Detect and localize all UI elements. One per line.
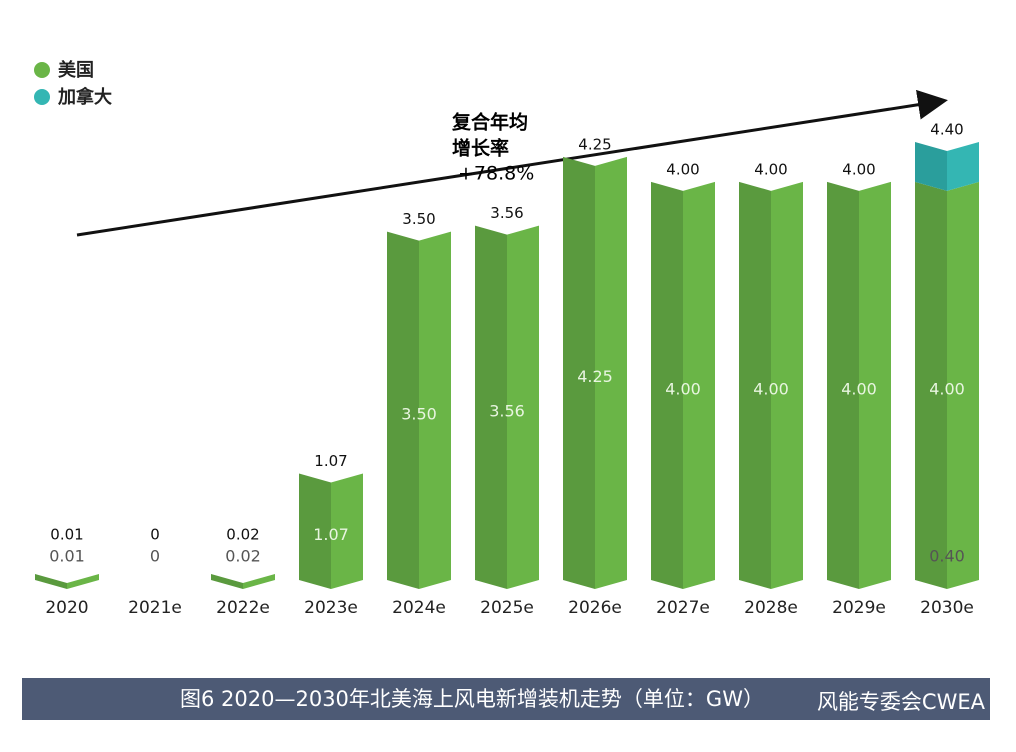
bar-segment [419,231,451,589]
bar-segment [35,574,67,589]
total-label: 0.02 [226,526,259,544]
value-label: 3.56 [489,401,525,420]
total-label: 1.07 [314,452,347,470]
total-label: 4.40 [930,121,963,139]
bar-segment [331,473,363,589]
legend-label: 美国 [58,59,94,81]
total-label: 4.25 [578,135,611,153]
bar-segment [651,181,683,589]
annotation: 复合年均 [451,111,528,134]
annotation: +78.8% [458,163,534,185]
x-tick-label: 2030e [920,598,974,618]
annotation: 增长率 [452,137,509,160]
bar-segment [211,574,243,589]
value-label: 1.07 [313,525,349,544]
x-tick-label: 2025e [480,598,534,618]
caption-band [22,678,990,720]
total-label: 3.56 [490,204,523,222]
total-label: 0 [150,526,160,544]
trend-arrow [76,89,948,237]
bar-segment [915,142,947,191]
bar-segment [859,181,891,589]
total-label: 0.01 [50,526,83,544]
bar-segment [771,181,803,589]
value-label: 4.00 [753,379,789,398]
bar-segment [243,574,275,589]
watermark: 风能专委会CWEA [817,690,986,714]
total-label: 4.00 [666,160,699,178]
bar-segment [299,473,331,589]
x-tick-label: 2021e [128,598,182,618]
total-label: 4.00 [842,160,875,178]
x-tick-label: 2028e [744,598,798,618]
x-tick-label: 2029e [832,598,886,618]
bar-segment [595,156,627,589]
legend-label: 加拿大 [57,86,112,108]
caption: 图6 2020—2030年北美海上风电新增装机走势（单位：GW） [180,687,764,711]
total-label: 4.00 [754,160,787,178]
x-tick-label: 2026e [568,598,622,618]
legend-swatch [34,62,50,78]
x-tick-label: 2023e [304,598,358,618]
value-label: 4.00 [929,379,965,398]
value-label: 4.00 [665,379,701,398]
bar-segment [387,231,419,589]
bar-segment [915,181,947,589]
bar-segment [947,142,979,191]
x-tick-label: 2027e [656,598,710,618]
bar-segment [683,181,715,589]
bar-segment [67,574,99,589]
value-label: 4.25 [577,367,613,386]
bar-segment [507,225,539,590]
bar-segment [947,181,979,589]
value-label: 4.00 [841,379,877,398]
x-tick-label: 2020 [45,598,88,618]
bar-segment [475,225,507,590]
bar-segment [827,181,859,589]
total-label: 3.50 [402,210,435,228]
value-label: 0.01 [49,547,85,566]
value-label: 0 [150,547,160,566]
value-label: 0.02 [225,547,261,566]
value-label: 3.50 [401,404,437,423]
value-label: 0.40 [929,547,965,566]
legend-swatch [34,89,50,105]
x-tick-label: 2022e [216,598,270,618]
x-tick-label: 2024e [392,598,446,618]
bar-segment [563,156,595,589]
bar-segment [739,181,771,589]
